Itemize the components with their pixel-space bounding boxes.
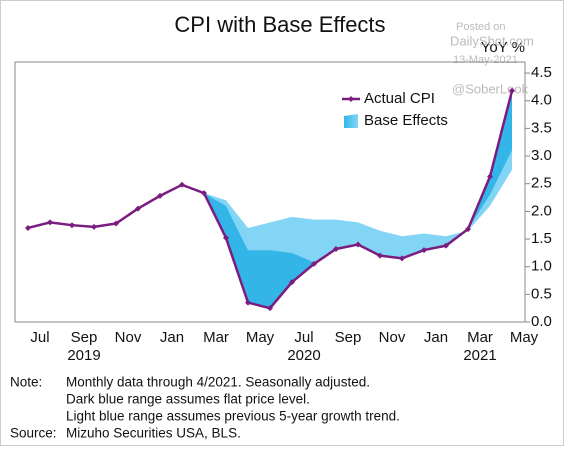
- cpi-marker: [509, 87, 515, 94]
- cpi-marker: [487, 173, 493, 180]
- cpi-marker: [201, 190, 207, 197]
- cpi-marker: [179, 181, 185, 188]
- x-tick-label: Mar: [203, 329, 229, 346]
- cpi-marker: [377, 252, 383, 259]
- note-label: Note:: [10, 375, 42, 390]
- legend-swatch: [344, 114, 358, 128]
- cpi-marker: [47, 219, 53, 226]
- cpi-marker: [465, 226, 471, 233]
- x-tick-label: Jan: [424, 329, 448, 346]
- year-label: 2019: [67, 347, 100, 364]
- watermark: @SoberLook: [452, 81, 529, 96]
- legend-marker: [348, 96, 354, 102]
- watermark: DailyShot.com: [450, 33, 534, 48]
- cpi-marker: [245, 299, 251, 306]
- cpi-marker: [289, 279, 295, 286]
- chart-title: CPI with Base Effects: [174, 12, 385, 37]
- y-tick-label: 2.0: [531, 202, 552, 219]
- x-tick-label: Sep: [71, 329, 98, 346]
- y-tick-label: 0.5: [531, 285, 552, 302]
- cpi-marker: [311, 260, 317, 267]
- cpi-marker: [267, 305, 273, 312]
- light-band: [204, 150, 512, 263]
- plot: [25, 87, 515, 312]
- cpi-marker: [113, 220, 119, 227]
- year-label: 2021: [463, 347, 496, 364]
- cpi-marker: [355, 241, 361, 248]
- y-tick-label: 3.5: [531, 119, 552, 136]
- cpi-marker: [333, 245, 339, 252]
- y-tick-label: 4.5: [531, 64, 552, 81]
- x-tick-label: Jul: [294, 329, 313, 346]
- x-tick-label: Nov: [115, 329, 142, 346]
- watermark: Posted on: [456, 21, 506, 33]
- x-tick-label: Mar: [467, 329, 493, 346]
- y-tick-label: 1.0: [531, 258, 552, 275]
- y-tick-label: 1.5: [531, 230, 552, 247]
- legend-label: Actual CPI: [364, 90, 435, 107]
- cpi-marker: [69, 222, 75, 229]
- watermark: 13-May-2021: [453, 54, 518, 66]
- note-line: Mizuho Securities USA, BLS.: [66, 426, 241, 441]
- x-tick-label: May: [510, 329, 539, 346]
- cpi-marker: [399, 255, 405, 262]
- cpi-marker: [223, 234, 229, 241]
- cpi-marker: [135, 205, 141, 212]
- note-line: Light blue range assumes previous 5-year…: [66, 409, 400, 424]
- x-tick-label: Jul: [30, 329, 49, 346]
- y-axis-label: YoY %: [481, 39, 525, 56]
- note-line: Monthly data through 4/2021. Seasonally …: [66, 375, 370, 390]
- x-tick-label: Jan: [160, 329, 184, 346]
- x-tick-label: May: [246, 329, 275, 346]
- cpi-marker: [25, 224, 31, 231]
- x-tick-label: Nov: [379, 329, 406, 346]
- dark-band: [204, 90, 512, 309]
- y-tick-label: 0.0: [531, 313, 552, 330]
- y-tick-label: 3.0: [531, 147, 552, 164]
- cpi-marker: [443, 242, 449, 249]
- year-label: 2020: [287, 347, 320, 364]
- y-tick-label: 2.5: [531, 175, 552, 192]
- legend-label: Base Effects: [364, 112, 448, 129]
- note-line: Dark blue range assumes flat price level…: [66, 392, 310, 407]
- y-tick-label: 4.0: [531, 92, 552, 109]
- cpi-marker: [157, 192, 163, 199]
- note-label: Source:: [10, 426, 57, 441]
- cpi-marker: [91, 223, 97, 230]
- x-tick-label: Sep: [335, 329, 362, 346]
- cpi-marker: [421, 247, 427, 254]
- plot-border: [14, 61, 526, 323]
